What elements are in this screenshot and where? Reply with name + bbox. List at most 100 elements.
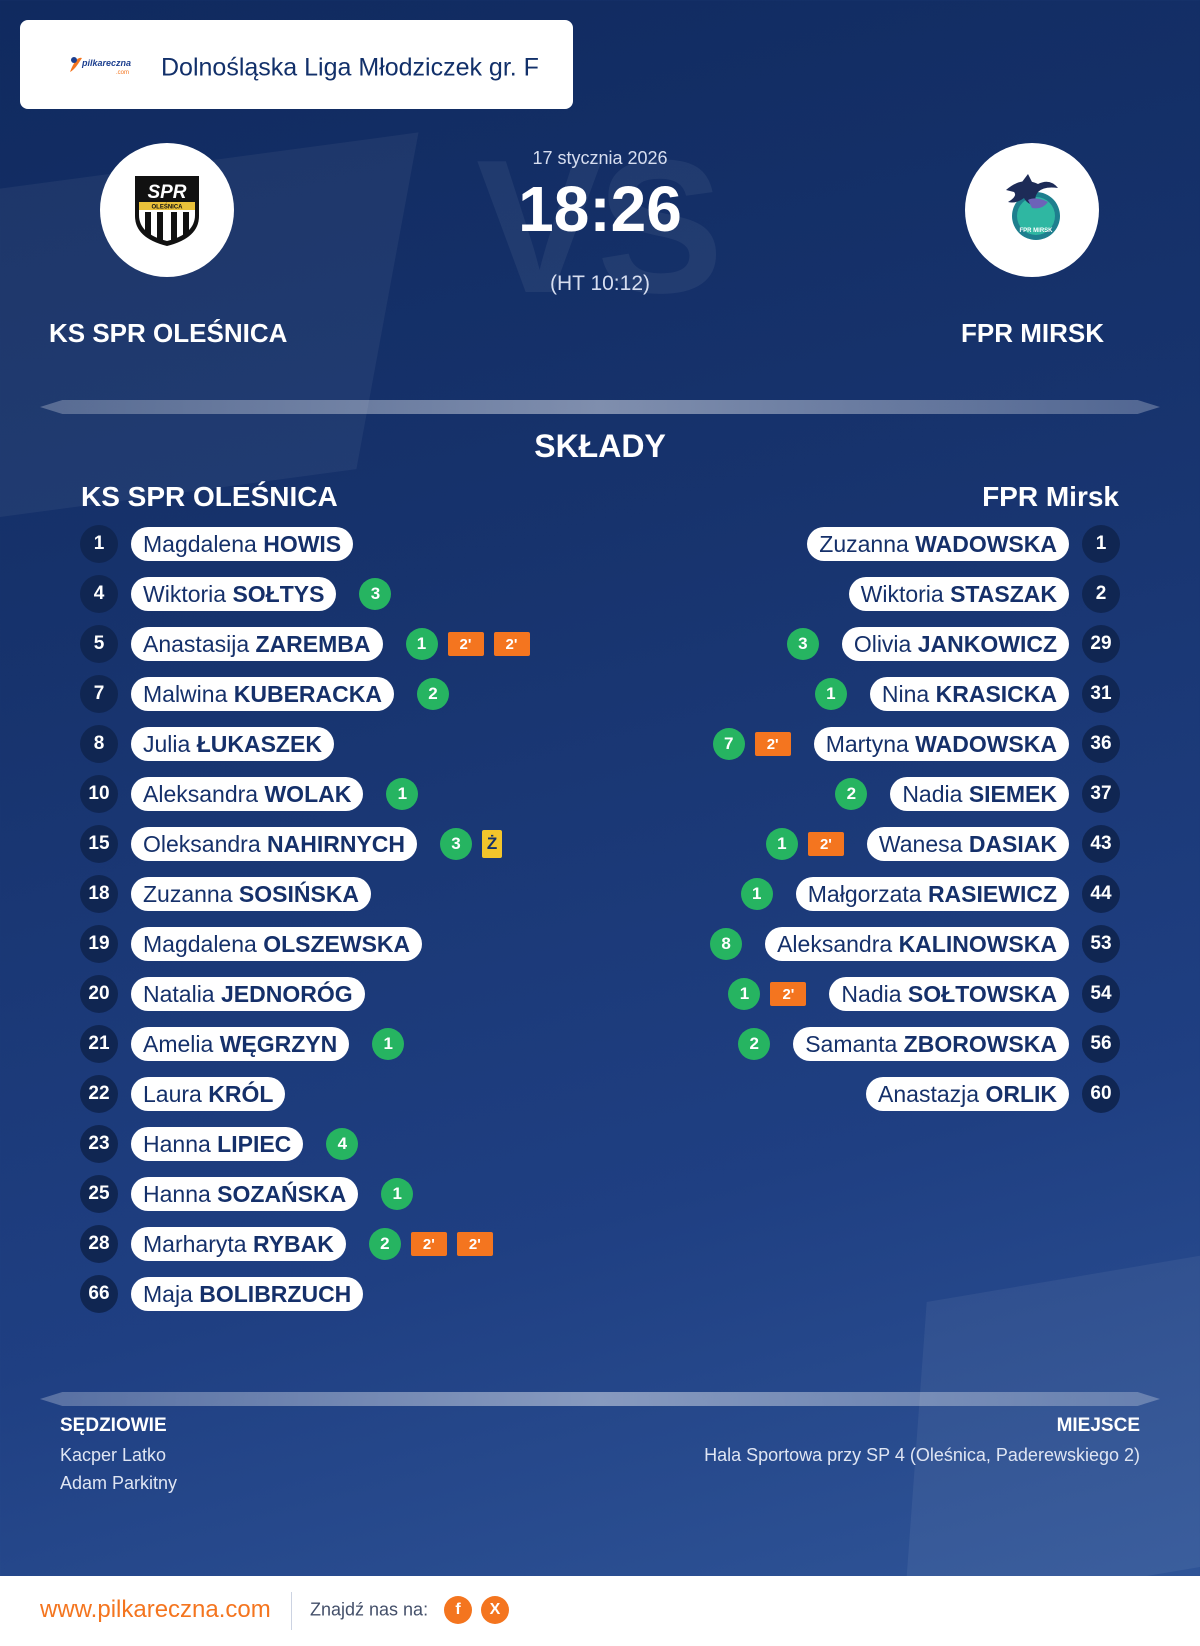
player-number: 10 <box>80 775 118 813</box>
player-row[interactable]: 23 Hanna LIPIEC 4 <box>80 1125 359 1163</box>
pilkareczna-logo-icon: pilkareczna .com <box>70 57 131 76</box>
player-first-name: Anastazja <box>878 1081 980 1107</box>
player-stats: 1 <box>740 878 773 910</box>
player-row[interactable]: 19 Magdalena OLSZEWSKA <box>80 925 423 963</box>
goals-badge: 4 <box>326 1128 359 1160</box>
player-first-name: Martyna <box>825 731 909 757</box>
player-number: 8 <box>80 725 118 763</box>
player-row[interactable]: 28 Marharyta RYBAK 2 2' 2' <box>80 1225 493 1263</box>
player-stats: 4 <box>326 1128 359 1160</box>
player-row[interactable]: 7 Malwina KUBERACKA 2 <box>80 675 449 713</box>
player-row[interactable]: 15 Oleksandra NAHIRNYCH 3 Ż <box>80 825 503 863</box>
player-stats: 3 <box>359 578 392 610</box>
x-icon[interactable]: X <box>481 1596 509 1624</box>
player-number: 53 <box>1082 925 1120 963</box>
player-number: 54 <box>1082 975 1120 1013</box>
player-last-name: JANKOWICZ <box>917 631 1057 657</box>
player-name: Zuzanna WADOWSKA <box>807 527 1069 561</box>
player-row[interactable]: 10 Aleksandra WOLAK 1 <box>80 775 419 813</box>
player-name: Anastazja ORLIK <box>866 1077 1069 1111</box>
player-row[interactable]: 20 Natalia JEDNORÓG <box>80 975 365 1013</box>
player-name: Anastasija ZAREMBA <box>131 627 383 661</box>
divider <box>40 1392 1160 1406</box>
background-shape <box>903 1242 1200 1618</box>
player-row[interactable]: 21 Amelia WĘGRZYN 1 <box>80 1025 405 1063</box>
penalty-badge: 2' <box>770 982 807 1006</box>
league-card[interactable]: pilkareczna .com Dolnośląska Liga Młodzi… <box>20 20 573 109</box>
player-name: Oleksandra NAHIRNYCH <box>131 827 418 861</box>
find-us-label: Znajdź nas na: <box>310 1599 429 1620</box>
player-row[interactable]: 7 2' Martyna WADOWSKA 36 <box>712 725 1120 763</box>
player-stats: 1 <box>372 1028 405 1060</box>
player-row[interactable]: Wiktoria STASZAK 2 <box>848 575 1120 613</box>
player-row[interactable]: 22 Laura KRÓL <box>80 1075 286 1113</box>
player-last-name: ŁUKASZEK <box>196 731 322 757</box>
player-row[interactable]: 2 Samanta ZBOROWSKA 56 <box>738 1025 1120 1063</box>
match-score: 18:26 <box>518 173 682 245</box>
player-name: Aleksandra WOLAK <box>131 777 364 811</box>
player-first-name: Laura <box>143 1081 202 1107</box>
player-row[interactable]: 8 Aleksandra KALINOWSKA 53 <box>710 925 1120 963</box>
player-row[interactable]: 1 2' Wanesa DASIAK 43 <box>765 825 1120 863</box>
player-first-name: Marharyta <box>143 1231 247 1257</box>
player-name: Nadia SIEMEK <box>890 777 1069 811</box>
footer-bar: www.pilkareczna.com Znajdź nas na: f X <box>0 1576 1200 1646</box>
penalty-badge: 2' <box>447 632 484 656</box>
player-name: Wanesa DASIAK <box>866 827 1069 861</box>
svg-text:.com: .com <box>116 70 129 76</box>
player-number: 31 <box>1082 675 1120 713</box>
player-row[interactable]: 3 Olivia JANKOWICZ 29 <box>786 625 1120 663</box>
goals-badge: 2 <box>368 1228 401 1260</box>
player-last-name: ORLIK <box>985 1081 1057 1107</box>
player-last-name: SOZAŃSKA <box>217 1181 347 1207</box>
player-number: 19 <box>80 925 118 963</box>
facebook-icon[interactable]: f <box>444 1596 472 1624</box>
home-team-logo[interactable]: SPR OLEŚNICA <box>100 143 234 277</box>
player-number: 23 <box>80 1125 118 1163</box>
goals-badge: 3 <box>440 828 473 860</box>
official-name: Adam Parkitny <box>60 1473 178 1493</box>
player-row[interactable]: 18 Zuzanna SOSIŃSKA <box>80 875 372 913</box>
player-last-name: ZBOROWSKA <box>903 1031 1057 1057</box>
goals-badge: 7 <box>712 728 745 760</box>
player-last-name: HOWIS <box>263 531 342 557</box>
player-number: 7 <box>80 675 118 713</box>
player-number: 22 <box>80 1075 118 1113</box>
player-first-name: Anastasija <box>143 631 250 657</box>
footer-separator <box>291 1592 292 1630</box>
player-last-name: JEDNORÓG <box>221 981 353 1007</box>
player-name: Martyna WADOWSKA <box>813 727 1069 761</box>
away-team-logo[interactable]: FPR MIRSK <box>965 143 1099 277</box>
player-row[interactable]: 5 Anastasija ZAREMBA 1 2' 2' <box>80 625 530 663</box>
player-number: 20 <box>80 975 118 1013</box>
halftime-score: (HT 10:12) <box>550 272 650 295</box>
away-lineup-title: FPR Mirsk <box>982 481 1119 512</box>
player-row[interactable]: 1 Magdalena HOWIS <box>80 525 354 563</box>
goals-badge: 1 <box>381 1178 414 1210</box>
player-first-name: Nina <box>881 681 930 707</box>
player-row[interactable]: 25 Hanna SOZAŃSKA 1 <box>80 1175 414 1213</box>
player-number: 2 <box>1082 575 1120 613</box>
svg-text:SPR: SPR <box>147 182 186 203</box>
player-row[interactable]: 1 Nina KRASICKA 31 <box>814 675 1120 713</box>
player-stats: 3 <box>786 628 819 660</box>
player-name: Marharyta RYBAK <box>131 1227 346 1261</box>
player-last-name: KRÓL <box>208 1081 274 1107</box>
player-last-name: OLSZEWSKA <box>263 931 411 957</box>
player-row[interactable]: 66 Maja BOLIBRZUCH <box>80 1275 364 1313</box>
site-link[interactable]: www.pilkareczna.com <box>40 1596 271 1623</box>
player-row[interactable]: Zuzanna WADOWSKA 1 <box>807 525 1120 563</box>
player-row[interactable]: 1 2' Nadia SOŁTOWSKA 54 <box>728 975 1120 1013</box>
away-team-name: FPR MIRSK <box>961 318 1104 348</box>
player-row[interactable]: Anastazja ORLIK 60 <box>866 1075 1120 1113</box>
player-first-name: Magdalena <box>143 931 257 957</box>
player-first-name: Zuzanna <box>143 881 233 907</box>
player-first-name: Olivia <box>853 631 912 657</box>
player-row[interactable]: 8 Julia ŁUKASZEK <box>80 725 334 763</box>
player-number: 4 <box>80 575 118 613</box>
player-row[interactable]: 4 Wiktoria SOŁTYS 3 <box>80 575 392 613</box>
player-row[interactable]: 1 Małgorzata RASIEWICZ 44 <box>740 875 1120 913</box>
player-row[interactable]: 2 Nadia SIEMEK 37 <box>835 775 1120 813</box>
player-stats: 7 2' <box>712 728 791 760</box>
player-first-name: Aleksandra <box>143 781 259 807</box>
